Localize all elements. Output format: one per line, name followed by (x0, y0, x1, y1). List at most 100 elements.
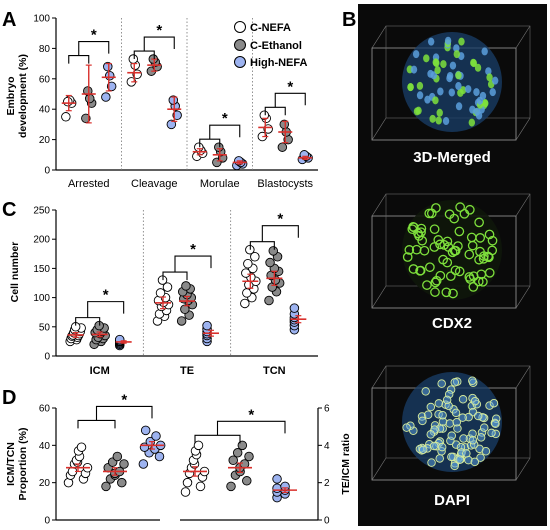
image-dapi-frame-edge (515, 457, 531, 481)
panel-d: D ICM/TCNProportion (%) TE/ICM ratio 020… (2, 387, 352, 527)
panel-a-arrested-bracket-lower (68, 55, 90, 64)
panel-c-y-tick-label: 150 (33, 264, 50, 275)
image-merged-nucleus (485, 67, 492, 76)
image-cdx2-frame-edge (371, 193, 387, 217)
panel-d-left-high-nefa-data-point (151, 431, 161, 441)
panel-a-arrested-bracket-upper (78, 41, 110, 56)
image-merged-nucleus (491, 76, 499, 85)
image-dapi-nucleus (470, 396, 480, 406)
image-cdx2-nucleus (424, 208, 435, 219)
panel-d-right-c-ethanol-data-point (242, 476, 252, 486)
panel-d-right-y-tick-label: 2 (324, 478, 330, 489)
image-dapi-nucleus (442, 395, 452, 405)
panel-c-icm-bracket-upper (87, 301, 125, 318)
image-dapi-nucleus (437, 442, 447, 452)
panel-d-axes: 0 20 40 60 0 2 4 6 (39, 404, 330, 527)
panel-a-c-nefa-data-point (259, 110, 270, 121)
image-dapi-nucleus (476, 433, 486, 442)
legend-swatch-c-nefa (234, 21, 246, 33)
panel-c-c-nefa-data-point (243, 258, 253, 269)
image-cdx2-nucleus (487, 235, 498, 246)
image-dapi-nucleus (468, 435, 478, 445)
panel-d-right-c-ethanol-data-point (226, 481, 236, 492)
panel-d-left-y-tick-label: 20 (39, 478, 51, 489)
image-merged-nucleus (436, 108, 443, 117)
image-cdx2-nucleus (474, 217, 484, 228)
panel-c-c-nefa-data-point (155, 288, 166, 298)
panel-c-marks: * * * (65, 211, 307, 351)
image-cdx2-nucleus (464, 249, 475, 260)
panel-d-ylabel-right: TE/ICM ratio (340, 433, 352, 494)
image-dapi-nucleus (468, 376, 477, 385)
panel-d-left-c-ethanol-data-point (112, 451, 123, 462)
image-dapi-nucleus (435, 454, 444, 463)
image-dapi-nucleus (473, 411, 483, 421)
panel-a-cleavage-significance-star: * (156, 22, 162, 39)
image-merged-nucleus (459, 86, 467, 95)
image-merged-nucleus (423, 54, 430, 63)
panel-d-left-c-ethanol-data-point (119, 459, 129, 469)
image-cdx2-nucleus (441, 287, 452, 298)
image-merged-nucleus (489, 88, 496, 97)
panel-d-label: D (2, 387, 16, 409)
image-cdx2-nucleus (404, 245, 415, 255)
image-merged-nucleus (416, 91, 424, 100)
panel-a-y-tick-label: 40 (39, 105, 51, 116)
panel-c-c-nefa-data-point (250, 251, 260, 262)
image-cdx2-nucleus (484, 267, 495, 278)
legend: C-NEFA C-Ethanol High-NEFA (234, 21, 307, 69)
panel-c-c-ethanol-data-point (176, 316, 187, 326)
image-merged-frame-edge (515, 117, 531, 141)
image-merged-nucleus (442, 117, 450, 126)
image-merged-nucleus (444, 36, 452, 45)
image-cdx2-nucleus (435, 270, 446, 281)
image-cdx2-nucleus (430, 287, 440, 297)
panel-d-left-c-ethanol-data-point (101, 481, 111, 492)
image-cdx2-nucleus (444, 209, 455, 220)
panel-d-right-c-nefa-data-point (195, 481, 206, 492)
panel-d-right-high-nefa-data-point (272, 483, 282, 494)
panel-d-left-high-nefa-data-point (138, 459, 149, 469)
image-cdx2-nucleus (435, 239, 445, 250)
image-merged-nucleus (427, 69, 434, 78)
panel-c-category-label-icm: ICM (90, 365, 110, 377)
panel-c-c-ethanol-data-point (268, 246, 279, 256)
image-merged-nucleus (435, 116, 442, 125)
panel-d-right-c-ethanol-data-point (244, 451, 254, 462)
panel-c-category-label-tcn: TCN (263, 365, 286, 377)
panel-a-c-nefa-data-point (61, 112, 71, 122)
image-cdx2-nucleus (454, 266, 465, 277)
panel-b-label: B (342, 9, 356, 31)
image-cdx2-nucleus (415, 265, 425, 276)
image-dapi-nucleus (447, 452, 456, 462)
image-cdx2-nucleus (408, 264, 419, 274)
panel-a-axes: 0 20 40 60 80 100 Arrested Cleavage Morulae Blast… (33, 14, 318, 190)
image-merged-nucleus (416, 81, 424, 90)
image-merged-frame-edge (371, 117, 387, 141)
image-caption-dapi: DAPI (434, 492, 470, 509)
panel-a-high-nefa-data-point (168, 95, 179, 105)
image-cdx2-frame-edge (515, 193, 531, 217)
image-cdx2-nucleus (422, 280, 432, 290)
image-cdx2-nucleus (479, 251, 489, 261)
panel-d-right-c-ethanol-data-point (228, 455, 238, 466)
image-dapi-nucleus (452, 417, 461, 427)
panel-c-y-tick-label: 0 (44, 352, 50, 363)
panel-a-arrested-significance-star: * (91, 27, 97, 44)
image-cdx2-nucleus (411, 244, 422, 255)
image-dapi-nucleus (491, 419, 500, 429)
image-cdx2-nucleus (478, 276, 488, 287)
panel-d-left-y-tick-label: 40 (39, 441, 51, 452)
image-dapi-nucleus (434, 399, 444, 408)
image-merged-nucleus (479, 91, 487, 100)
image-caption-merged: 3D-Merged (413, 149, 491, 166)
image-cdx2-nucleus (445, 271, 456, 282)
panel-a-c-ethanol-data-point (279, 119, 290, 130)
panel-b-images (371, 25, 531, 481)
panel-c-c-nefa-data-point (241, 268, 251, 278)
image-cdx2-nucleus (430, 277, 441, 288)
image-cdx2-nucleus (473, 276, 484, 287)
panel-a-c-nefa-data-point (63, 96, 73, 107)
panel-a-ylabel: Embryodevelopment (%) (5, 54, 29, 138)
